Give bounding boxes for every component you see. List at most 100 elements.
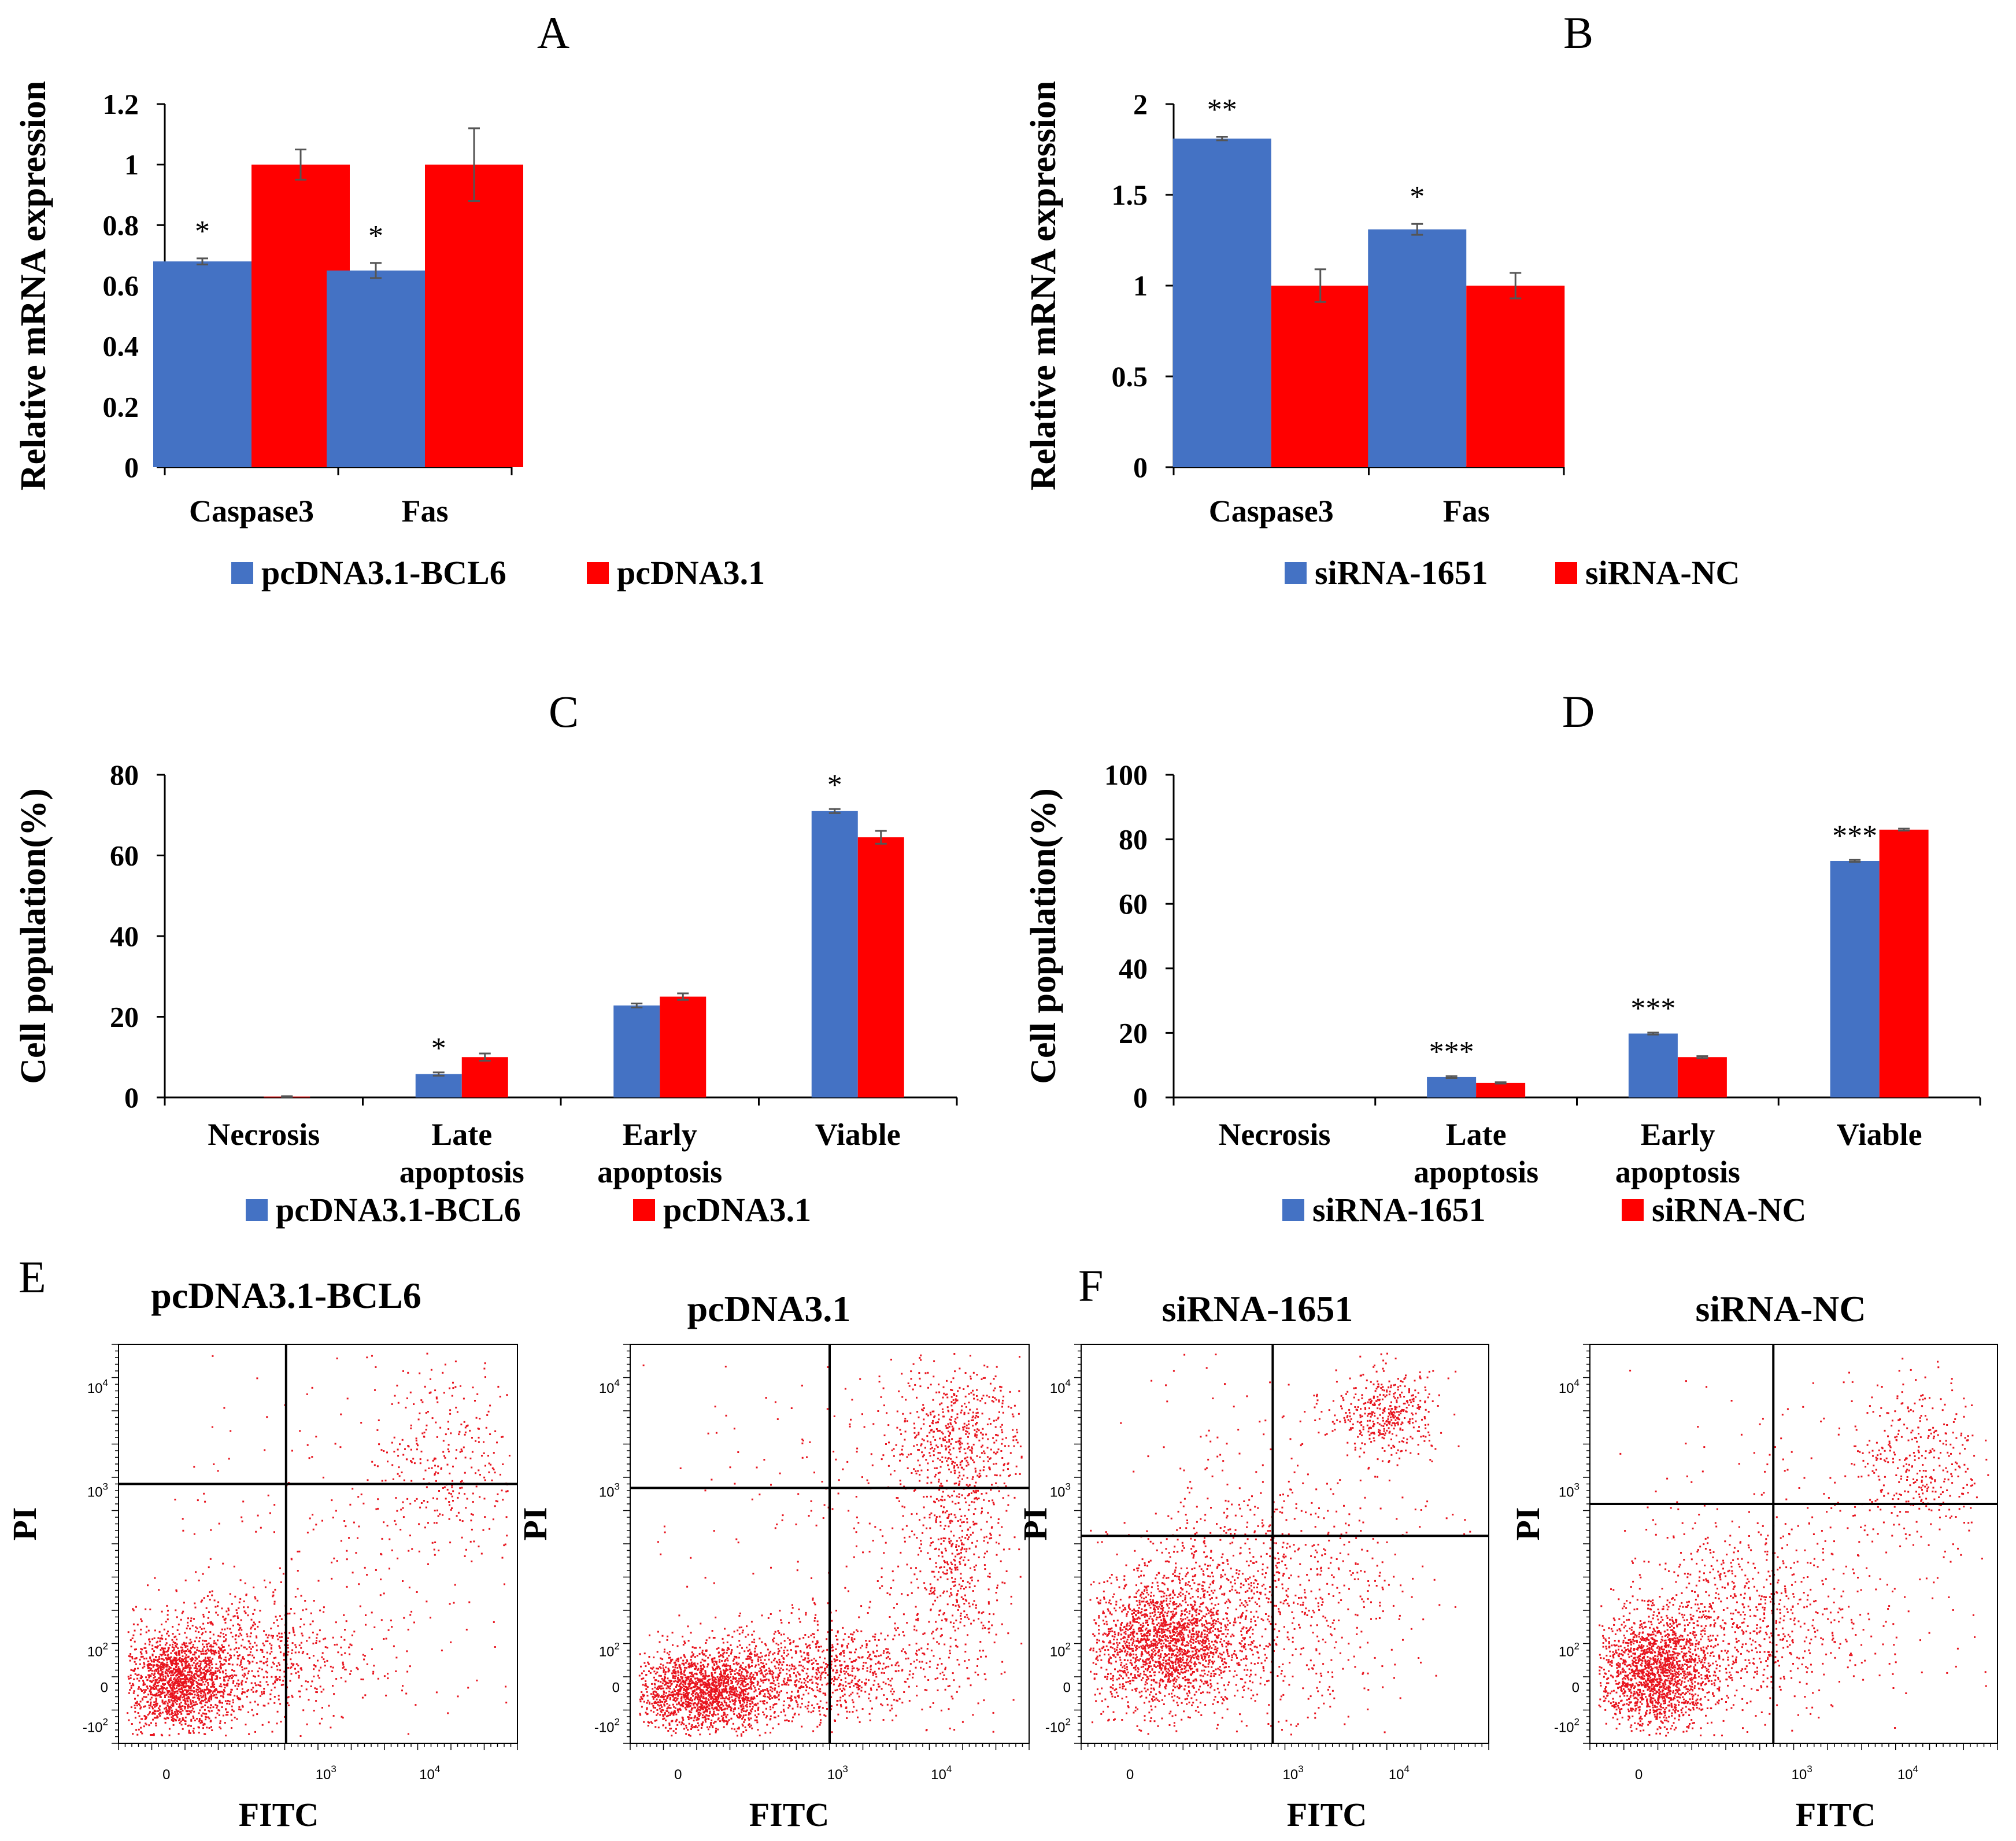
event-dot	[391, 1464, 394, 1466]
event-dot	[687, 1701, 689, 1703]
y-tick-label: 1.5	[1112, 179, 1148, 211]
event-dot	[204, 1688, 206, 1691]
event-dot	[865, 1646, 868, 1648]
event-dot	[190, 1725, 192, 1727]
event-dot	[442, 1451, 445, 1453]
event-dot	[253, 1675, 254, 1677]
event-dot	[712, 1715, 714, 1717]
event-dot	[708, 1705, 711, 1707]
event-dot	[237, 1623, 239, 1625]
event-dot	[236, 1697, 239, 1699]
event-dot	[313, 1710, 315, 1711]
event-dot	[719, 1668, 721, 1670]
event-dot	[202, 1643, 204, 1646]
event-dot	[739, 1716, 741, 1718]
event-dot	[795, 1699, 797, 1702]
event-dot	[251, 1661, 254, 1663]
event-dot	[715, 1707, 717, 1710]
event-dot	[185, 1683, 187, 1685]
event-dot	[225, 1735, 227, 1737]
event-dot	[196, 1649, 198, 1651]
event-dot	[295, 1646, 297, 1648]
event-dot	[150, 1703, 151, 1705]
legend-label: pcDNA3.1	[617, 554, 765, 592]
event-dot	[695, 1684, 697, 1687]
event-dot	[215, 1663, 217, 1665]
event-dot	[734, 1677, 736, 1680]
event-dot	[234, 1685, 236, 1687]
event-dot	[920, 1647, 923, 1650]
event-dot	[224, 1700, 227, 1702]
event-dot	[191, 1671, 193, 1673]
event-dot	[697, 1700, 700, 1702]
event-dot	[309, 1623, 312, 1625]
event-dot	[185, 1703, 187, 1705]
event-dot	[210, 1698, 212, 1700]
event-dot	[698, 1711, 701, 1714]
event-dot	[140, 1689, 143, 1691]
event-dot	[687, 1729, 689, 1731]
event-dot	[174, 1680, 176, 1682]
significance-marker: *	[368, 220, 383, 253]
event-dot	[130, 1684, 132, 1687]
event-dot	[314, 1687, 316, 1690]
event-dot	[209, 1599, 211, 1601]
event-dot	[697, 1709, 699, 1711]
event-dot	[266, 1416, 268, 1418]
event-dot	[720, 1675, 723, 1677]
event-dot	[751, 1700, 753, 1703]
event-dot	[756, 1695, 758, 1697]
event-dot	[274, 1680, 276, 1683]
event-dot	[435, 1471, 437, 1473]
event-dot	[171, 1681, 173, 1684]
event-dot	[662, 1695, 664, 1698]
event-dot	[436, 1509, 438, 1511]
event-dot	[435, 1396, 438, 1399]
event-dot	[158, 1713, 160, 1716]
event-dot	[149, 1640, 151, 1643]
event-dot	[160, 1733, 162, 1736]
event-dot	[195, 1657, 197, 1659]
event-dot	[230, 1655, 232, 1657]
event-dot	[423, 1478, 425, 1480]
event-dot	[218, 1669, 220, 1672]
event-dot	[275, 1657, 277, 1659]
event-dot	[661, 1635, 664, 1637]
event-dot	[706, 1710, 708, 1713]
event-dot	[389, 1568, 390, 1570]
event-dot	[428, 1467, 430, 1469]
event-dot	[687, 1640, 690, 1642]
bar	[327, 270, 425, 467]
event-dot	[212, 1684, 214, 1687]
event-dot	[472, 1514, 474, 1516]
event-dot	[857, 1680, 860, 1683]
event-dot	[264, 1579, 265, 1581]
event-dot	[202, 1653, 205, 1655]
event-dot	[147, 1660, 150, 1662]
event-dot	[211, 1677, 213, 1679]
event-dot	[430, 1391, 432, 1393]
event-dot	[174, 1499, 176, 1500]
event-dot	[168, 1668, 170, 1670]
event-dot	[399, 1443, 401, 1446]
event-dot	[148, 1713, 150, 1715]
event-dot	[445, 1433, 447, 1436]
event-dot	[242, 1639, 244, 1641]
event-dot	[196, 1682, 198, 1684]
event-dot	[189, 1677, 191, 1680]
event-dot	[675, 1732, 677, 1734]
event-dot	[165, 1642, 168, 1644]
event-dot	[153, 1650, 155, 1653]
event-dot	[698, 1653, 701, 1655]
event-dot	[833, 1683, 835, 1685]
event-dot	[730, 1680, 732, 1681]
event-dot	[149, 1711, 151, 1713]
event-dot	[172, 1626, 174, 1628]
event-dot	[692, 1674, 694, 1676]
event-dot	[732, 1722, 734, 1725]
event-dot	[451, 1484, 453, 1487]
event-dot	[771, 1673, 774, 1676]
event-dot	[406, 1670, 409, 1673]
event-dot	[668, 1654, 670, 1655]
event-dot	[280, 1721, 282, 1723]
